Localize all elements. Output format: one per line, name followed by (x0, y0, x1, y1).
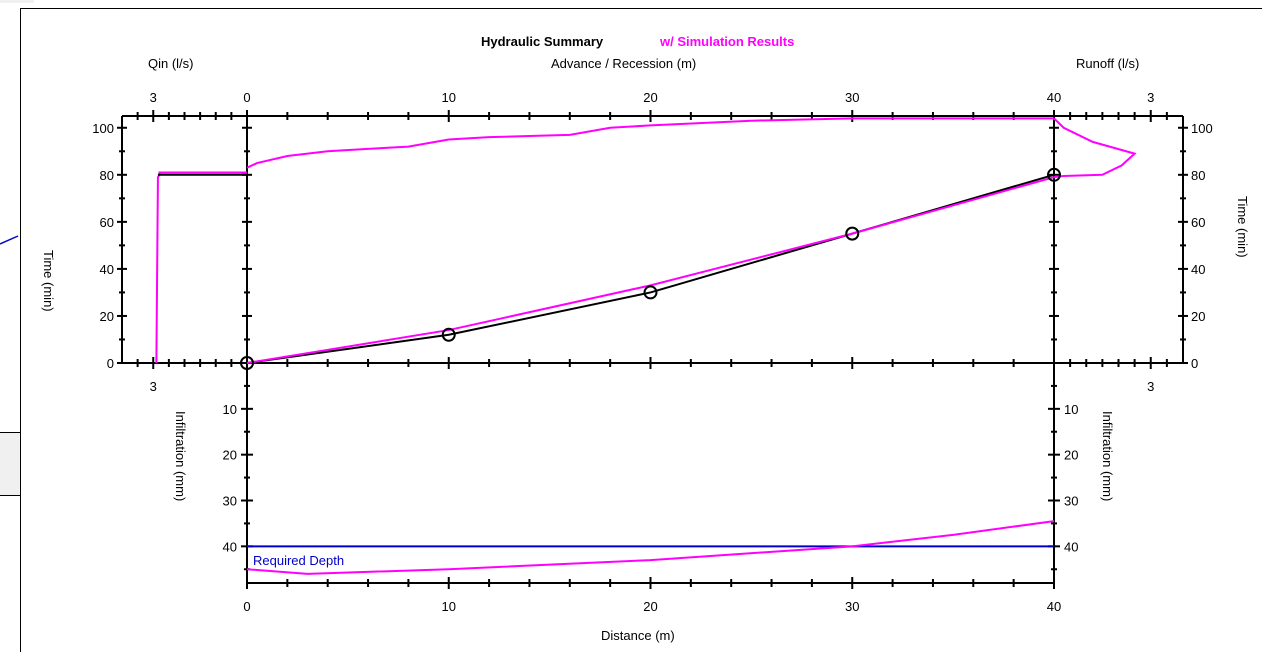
axes (121, 115, 1184, 584)
runoff-axis-label: Runoff (l/s) (1076, 56, 1139, 71)
time-tick-label-left: 0 (107, 356, 114, 371)
time-tick-label-right: 80 (1191, 168, 1205, 183)
qin-axis-label: Qin (l/s) (148, 56, 194, 71)
advance-tick-label: 40 (1047, 90, 1061, 105)
simulated-recession-line (246, 117, 1054, 169)
time-tick-label-left: 100 (92, 121, 114, 136)
infiltration-axis-label-right: Infiltration (mm) (1100, 411, 1115, 501)
runoff-tick-label: 3 (1147, 379, 1154, 394)
infiltration-tick-label-right: 20 (1064, 448, 1078, 463)
distance-tick-label: 40 (1047, 599, 1061, 614)
time-tick-label-left: 20 (100, 309, 114, 324)
advance-axis-label: Advance / Recession (m) (551, 56, 696, 71)
infiltration-tick-label-left: 10 (223, 402, 237, 417)
infiltration-tick-label-left: 20 (223, 448, 237, 463)
chart-title: Hydraulic Summary (481, 34, 604, 49)
distance-axis-label: Distance (m) (601, 628, 675, 643)
chart-subtitle: w/ Simulation Results (659, 34, 794, 49)
advance-tick-label: 10 (442, 90, 456, 105)
simulated-advance-line (246, 176, 1055, 364)
time-tick-label-left: 60 (100, 215, 114, 230)
infiltration-tick-label-right: 40 (1064, 539, 1078, 554)
advance-tick-label: 0 (243, 90, 250, 105)
advance-tick-label: 30 (845, 90, 859, 105)
time-tick-label-left: 80 (100, 168, 114, 183)
infiltration-axis-label-left: Infiltration (mm) (173, 411, 188, 501)
required-depth-label: Required Depth (253, 553, 344, 568)
infiltration-tick-label-right: 10 (1064, 402, 1078, 417)
observed-advance-point (441, 327, 456, 342)
time-tick-label-right: 100 (1191, 121, 1213, 136)
observed-advance-point (240, 356, 254, 370)
observed-advance-line (246, 173, 1055, 364)
distance-tick-label: 10 (442, 599, 456, 614)
infiltration-tick-label-left: 40 (223, 539, 237, 554)
time-axis-label-right: Time (min) (1235, 196, 1250, 258)
simulated-infiltration-line (246, 520, 1055, 575)
advance-tick-label: 20 (643, 90, 657, 105)
runoff-simulated-line (1053, 117, 1137, 179)
time-tick-label-right: 0 (1191, 356, 1198, 371)
tick-marks: 0 0 20 20 40 40 60 60 80 80 100 100 0 0 10 10 20 20 30 30 40… (92, 90, 1212, 614)
observed-advance-point (845, 226, 860, 241)
distance-tick-label: 30 (845, 599, 859, 614)
qin-tick-label: 3 (150, 379, 157, 394)
chart-marks (0, 117, 1137, 575)
background-line-fragment (0, 235, 19, 245)
time-axis-label-left: Time (min) (41, 250, 56, 312)
qin-tick-label: 3 (150, 90, 157, 105)
time-tick-label-right: 60 (1191, 215, 1205, 230)
time-tick-label-right: 20 (1191, 309, 1205, 324)
distance-tick-label: 0 (243, 599, 250, 614)
observed-advance-point (643, 285, 658, 300)
infiltration-tick-label-left: 30 (223, 494, 237, 509)
time-tick-label-right: 40 (1191, 262, 1205, 277)
runoff-tick-label: 3 (1147, 90, 1154, 105)
time-tick-label-left: 40 (100, 262, 114, 277)
infiltration-tick-label-right: 30 (1064, 494, 1078, 509)
distance-tick-label: 20 (643, 599, 657, 614)
qin-simulated-line (155, 171, 247, 364)
observed-advance-point (1047, 167, 1061, 182)
